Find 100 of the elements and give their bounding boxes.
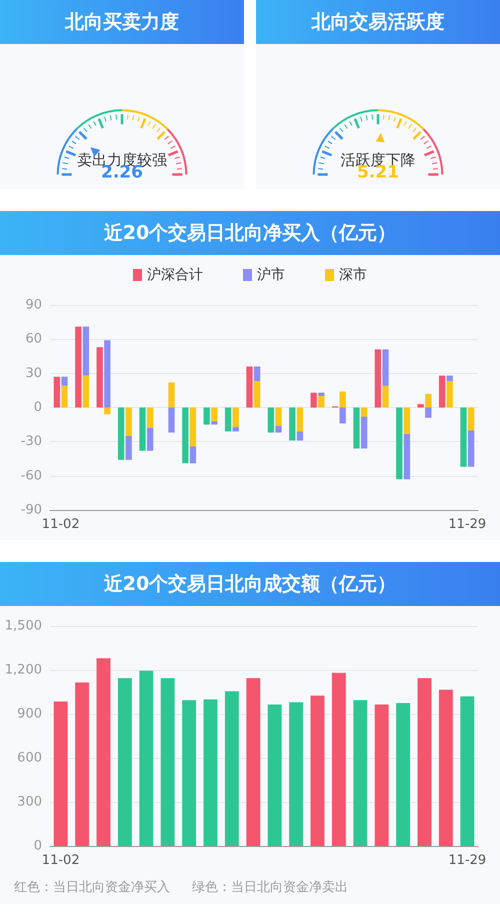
- y-tick-label: 300: [17, 794, 42, 810]
- y-tick-label: 600: [17, 750, 42, 766]
- bar: [75, 682, 90, 846]
- bar: [382, 386, 389, 408]
- chart-title: 近20个交易日北向净买入（亿元）: [0, 211, 500, 255]
- bar: [224, 408, 232, 432]
- bar: [374, 704, 389, 846]
- bar: [246, 678, 260, 846]
- x-tick-label: 11-29: [448, 853, 486, 868]
- bar: [118, 678, 132, 846]
- bar: [118, 408, 124, 460]
- bar: [446, 381, 453, 408]
- x-tick-label: 11-29: [448, 517, 486, 532]
- bar: [460, 696, 474, 846]
- bar: [190, 408, 196, 446]
- y-tick-label: -30: [20, 434, 42, 450]
- bar: [374, 349, 382, 408]
- bar: [468, 430, 474, 467]
- bar: [353, 408, 360, 448]
- bar: [318, 396, 324, 408]
- text: 北向买卖力度: [0, 0, 244, 44]
- bar: [211, 421, 218, 425]
- bar: [360, 416, 368, 448]
- bar: [446, 376, 453, 382]
- bar: [204, 408, 210, 425]
- y-tick-label: 0: [34, 400, 42, 415]
- bar: [332, 672, 346, 846]
- bar: [75, 326, 82, 408]
- bar: [296, 408, 304, 432]
- bar: [182, 408, 188, 464]
- bar: [104, 340, 110, 408]
- y-tick-label: 1,200: [4, 662, 42, 678]
- bar: [190, 446, 196, 464]
- y-tick-label: 900: [17, 706, 42, 722]
- bar: [289, 702, 304, 846]
- bar: [61, 376, 68, 386]
- bar: [96, 347, 103, 408]
- bar: [318, 392, 324, 396]
- y-tick-label: 0: [34, 838, 42, 854]
- bar: [404, 434, 410, 480]
- y-tick-label: 60: [25, 332, 42, 347]
- bar: [289, 408, 296, 441]
- bar: [254, 381, 260, 408]
- legend-label: 深市: [339, 267, 367, 283]
- bar: [382, 349, 389, 386]
- x-tick-label: 11-02: [42, 853, 80, 868]
- chart-title: 近20个交易日北向成交额（亿元）: [0, 562, 500, 606]
- bar: [139, 670, 154, 846]
- bar: [126, 436, 132, 460]
- bar: [404, 408, 410, 434]
- bar: [353, 700, 368, 846]
- bar: [438, 376, 446, 408]
- bar: [418, 678, 432, 846]
- bar: [232, 426, 239, 432]
- bar: [54, 702, 68, 846]
- bar: [246, 366, 253, 408]
- bar: [268, 408, 274, 433]
- bar: [54, 376, 60, 408]
- bar: [146, 408, 154, 428]
- x-tick-label: 11-02: [42, 517, 80, 532]
- bar: [211, 408, 218, 422]
- text: 绿色：当日北向资金净卖出: [192, 879, 348, 896]
- bar: [268, 704, 282, 846]
- y-tick-label: 90: [25, 298, 42, 312]
- bar: [310, 696, 324, 846]
- bar: [438, 690, 453, 846]
- y-tick-label: 30: [25, 366, 42, 381]
- y-tick-label: -90: [20, 502, 42, 518]
- bar: [310, 392, 317, 408]
- bar: [232, 408, 239, 427]
- text: 北向交易活跃度: [256, 0, 500, 44]
- bar: [340, 392, 346, 408]
- bar: [96, 658, 110, 846]
- legend-label: 沪市: [257, 267, 285, 283]
- bar: [460, 408, 467, 467]
- bar: [275, 408, 282, 426]
- bar: [224, 691, 239, 846]
- bar: [146, 428, 154, 451]
- y-tick-label: 1,500: [4, 618, 42, 634]
- text: 红色：当日北向资金净买入: [14, 879, 170, 896]
- legend-label: 沪深合计: [147, 267, 203, 283]
- bar: [396, 703, 410, 846]
- bar: [204, 699, 218, 846]
- bar: [360, 408, 368, 417]
- bar: [139, 408, 146, 451]
- bar: [418, 404, 424, 408]
- bar: [425, 394, 432, 408]
- bar: [468, 408, 474, 430]
- bar: [104, 408, 110, 414]
- bar: [182, 700, 196, 846]
- bar: [425, 408, 432, 418]
- bar: [340, 408, 346, 424]
- bar: [168, 408, 175, 433]
- bar: [160, 678, 175, 846]
- bar: [396, 408, 402, 480]
- bar: [61, 386, 68, 408]
- bar: [275, 426, 282, 433]
- bar: [296, 431, 304, 441]
- y-tick-label: -60: [20, 468, 42, 484]
- bar: [82, 326, 90, 376]
